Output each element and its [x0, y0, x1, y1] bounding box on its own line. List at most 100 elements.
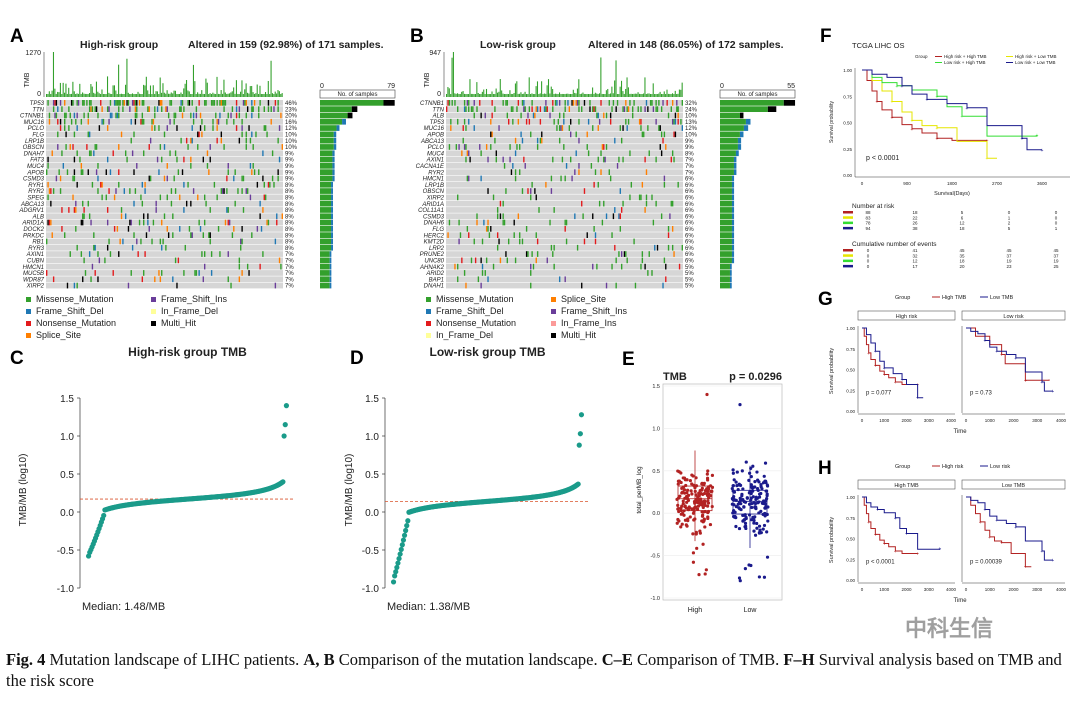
mutation-cell [619, 125, 621, 131]
tmb-bar [73, 91, 75, 97]
mutation-cell [466, 226, 469, 232]
mutation-cell [119, 238, 121, 245]
side-bar-other [733, 163, 737, 169]
mutation-cell [506, 257, 509, 264]
mutation-cell [245, 112, 247, 119]
x-tick-label: 4000 [946, 587, 957, 592]
mutation-cell [671, 150, 674, 157]
data-point [690, 492, 694, 496]
gene-percent: 7% [685, 158, 694, 164]
x-tick-label: 2000 [901, 587, 912, 592]
mutation-cell [596, 263, 598, 270]
side-bar [320, 169, 333, 175]
gene-label: RB1 [32, 240, 44, 246]
tmb-bar [274, 91, 276, 97]
mutation-cell [609, 112, 612, 119]
tmb-bar [619, 86, 621, 97]
data-point [681, 501, 685, 506]
mutation-cell [192, 118, 195, 125]
tmb-bar [479, 93, 481, 97]
mutation-cell [115, 100, 117, 106]
mutation-cell [76, 244, 78, 251]
tmb-bar [477, 92, 479, 97]
tmb-bar [46, 94, 48, 97]
event-count: 37 [1053, 253, 1059, 258]
tmb-bar [222, 93, 224, 97]
tmb-point [399, 542, 405, 548]
data-point [732, 478, 736, 482]
mutation-cell [177, 169, 180, 175]
gene-percent: 7% [685, 164, 694, 170]
tmb-bar [579, 94, 581, 97]
censor-mark: + [874, 349, 877, 355]
mutation-cell [582, 213, 584, 220]
mutation-cell [468, 150, 470, 157]
mutation-cell [161, 244, 163, 251]
mutation-cell [158, 270, 160, 276]
mutation-cell [101, 194, 103, 201]
gene-label: COL11A1 [418, 208, 444, 214]
mutation-cell [141, 181, 144, 188]
mutation-cell [59, 118, 62, 125]
mutation-cell [273, 181, 275, 188]
tmb-bar [596, 93, 598, 97]
censor-mark: + [894, 549, 897, 555]
data-point [699, 491, 703, 496]
gene-percent: 8% [285, 240, 294, 246]
median-label: Median: 1.38/MB [387, 601, 470, 613]
mutation-cell [80, 118, 83, 125]
mutation-cell [93, 244, 95, 251]
mutation-cell [561, 156, 564, 163]
mutation-cell [640, 125, 642, 131]
data-point [698, 529, 702, 533]
mutation-cell [68, 106, 70, 112]
mutation-cell [601, 219, 604, 226]
mutation-cell [457, 276, 459, 283]
mutation-cell [463, 144, 466, 150]
data-point [732, 509, 736, 513]
mutation-cell [530, 263, 532, 270]
gene-percent: 9% [685, 145, 694, 151]
mutation-cell [95, 106, 98, 112]
tmb-bar [52, 52, 55, 97]
mutation-cell [514, 257, 517, 264]
data-point [681, 499, 685, 503]
mutation-cell [586, 144, 588, 150]
data-point [676, 506, 681, 511]
side-axis-box [719, 89, 796, 99]
tmb-bar [68, 87, 70, 97]
mutation-cell [141, 100, 144, 106]
mutation-cell [140, 238, 142, 245]
censor-mark: + [1041, 549, 1044, 555]
mutation-cell [485, 226, 488, 232]
mutation-cell [519, 238, 521, 245]
side-bar [720, 137, 738, 144]
mutation-cell [643, 131, 645, 138]
mutation-cell [125, 213, 127, 220]
mutation-cell [512, 106, 514, 112]
mutation-cell [152, 219, 155, 226]
side-bar-other [731, 188, 735, 194]
censor-mark: + [1014, 525, 1017, 531]
data-point [706, 516, 710, 521]
p-value: p = 0.077 [866, 390, 892, 396]
tmb-bar [255, 93, 257, 97]
mutation-cell [158, 125, 160, 131]
gene-label: RYR3 [28, 246, 44, 252]
mutation-cell [227, 169, 229, 175]
x-tick-label: 0 [861, 587, 864, 592]
mutation-cell [552, 100, 554, 106]
side-bar-other [331, 219, 333, 226]
mutation-cell [517, 118, 520, 125]
mutation-cell [251, 112, 253, 119]
mutation-cell [115, 188, 117, 194]
x-tick-label: 4000 [1056, 587, 1067, 592]
mutation-cell [620, 251, 623, 257]
mutation-cell [534, 188, 536, 194]
mutation-cell [660, 131, 663, 138]
gene-label: TTN [432, 107, 444, 113]
survival-curve [966, 327, 1050, 381]
gene-label: PCLO [28, 126, 45, 132]
tmb-bar [198, 93, 200, 97]
mutation-cell [234, 200, 236, 207]
